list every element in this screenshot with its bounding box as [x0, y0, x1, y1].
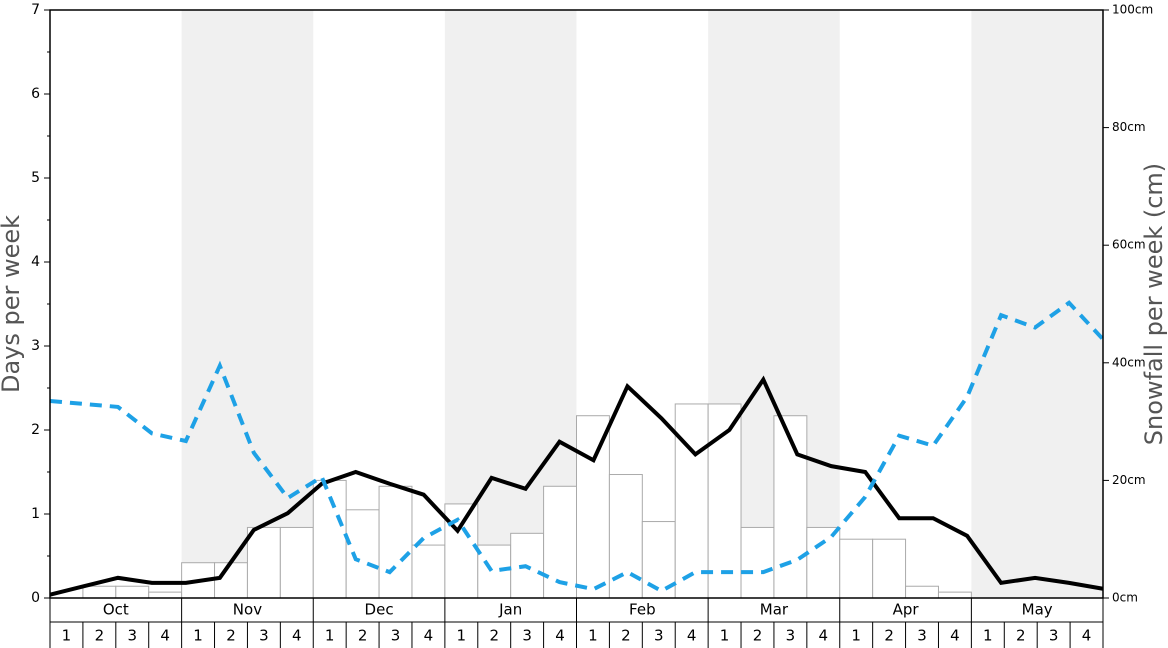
month-band	[181, 10, 314, 598]
week-label: 2	[884, 627, 894, 645]
month-label: Apr	[893, 601, 920, 619]
week-label: 4	[292, 627, 302, 645]
bar	[82, 585, 117, 599]
week-label: 3	[917, 627, 927, 645]
month-label: Feb	[629, 601, 656, 619]
bar	[214, 562, 248, 599]
week-label: 4	[950, 627, 960, 645]
week-label: 2	[358, 627, 368, 645]
y2-tick-label: 80cm	[1112, 120, 1146, 134]
week-label: 3	[127, 627, 137, 645]
bar	[246, 526, 281, 599]
bar	[115, 585, 150, 599]
y2-tick-label: 0cm	[1112, 591, 1138, 605]
week-label: 2	[95, 627, 105, 645]
bar	[444, 503, 479, 599]
week-label: 3	[522, 627, 532, 645]
week-label: 4	[819, 627, 829, 645]
y-tick-label: 6	[31, 86, 40, 102]
bar	[543, 485, 577, 599]
bar	[806, 526, 841, 599]
week-label: 2	[621, 627, 631, 645]
bar	[937, 591, 972, 599]
bar	[345, 509, 380, 599]
bar	[411, 544, 446, 599]
week-label: 3	[1049, 627, 1059, 645]
bar	[773, 415, 808, 599]
y2-tick-label: 40cm	[1112, 355, 1146, 369]
bar	[576, 415, 610, 599]
y2-tick-label: 60cm	[1112, 238, 1146, 252]
y-tick-label: 3	[31, 338, 40, 354]
bar	[905, 585, 939, 599]
week-label: 3	[259, 627, 269, 645]
bar	[674, 403, 709, 599]
month-band	[971, 10, 1103, 598]
week-label: 1	[62, 627, 72, 645]
bar	[839, 538, 874, 599]
line	[49, 300, 1105, 594]
y-tick-label: 1	[31, 506, 40, 522]
bar	[740, 526, 775, 599]
week-label: 1	[720, 627, 730, 645]
month-label: Nov	[233, 601, 262, 619]
week-label: 1	[851, 627, 861, 645]
bar	[872, 538, 907, 599]
month-label: Jan	[498, 601, 522, 619]
y2-axis-title: Snowfall per week (cm)	[1140, 163, 1168, 445]
week-label: 1	[588, 627, 598, 645]
month-label: May	[1022, 601, 1053, 619]
week-label: 1	[193, 627, 203, 645]
week-label: 4	[555, 627, 565, 645]
y-axis-title: Days per week	[0, 215, 25, 393]
month-label: Dec	[365, 601, 394, 619]
week-label: 2	[753, 627, 763, 645]
week-label: 1	[325, 627, 335, 645]
week-label: 4	[424, 627, 434, 645]
week-label: 2	[226, 627, 236, 645]
week-label: 3	[654, 627, 664, 645]
y2-tick-label: 20cm	[1112, 473, 1146, 487]
week-label: 1	[457, 627, 467, 645]
y-tick-label: 4	[31, 254, 40, 270]
month-label: Oct	[103, 601, 129, 619]
week-label: 3	[786, 627, 796, 645]
month-label: Mar	[760, 601, 789, 619]
y2-tick-label: 100cm	[1112, 3, 1153, 17]
week-label: 3	[391, 627, 401, 645]
y-tick-label: 0	[31, 590, 40, 606]
y-tick-label: 7	[31, 2, 40, 18]
week-label: 4	[1082, 627, 1092, 645]
week-label: 2	[489, 627, 499, 645]
week-label: 1	[983, 627, 993, 645]
bar	[378, 485, 413, 599]
bar	[477, 544, 512, 599]
week-label: 4	[160, 627, 170, 645]
bar	[148, 591, 183, 599]
week-label: 4	[687, 627, 697, 645]
line	[49, 375, 1104, 597]
week-label: 2	[1016, 627, 1026, 645]
y-tick-label: 2	[31, 422, 40, 438]
bar	[279, 526, 314, 599]
y-tick-label: 5	[31, 170, 40, 186]
